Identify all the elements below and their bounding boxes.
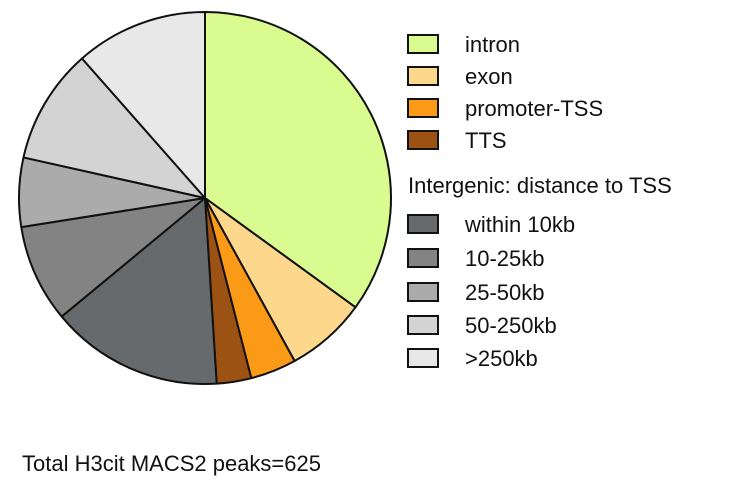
legend-label-within-10kb: within 10kb	[464, 212, 575, 237]
legend-label-10-25kb: 10-25kb	[465, 246, 545, 271]
pie-slice-intron	[204, 11, 392, 309]
legend-swatch-promoter-tss	[407, 98, 439, 118]
legend-swatch-10-25kb	[407, 248, 439, 268]
legend-swatch-over-250kb	[407, 348, 439, 368]
legend-intergenic: within 10kb 10-25kb 25-50kb 50-250kb >25…	[407, 212, 575, 371]
pie-slice-250kb	[81, 11, 206, 199]
pie-slices	[18, 11, 392, 385]
legend-swatch-25-50kb	[407, 282, 439, 302]
legend-header: Intergenic: distance to TSS	[408, 173, 672, 198]
legend-label-over-250kb: >250kb	[465, 346, 538, 371]
legend-swatch-intron	[407, 34, 439, 54]
legend-swatch-tts	[407, 130, 439, 150]
legend-label-exon: exon	[465, 64, 513, 89]
legend-label-promoter-tss: promoter-TSS	[465, 96, 603, 121]
legend-label-50-250kb: 50-250kb	[465, 313, 557, 338]
legend-swatch-within-10kb	[407, 214, 439, 234]
legend-label-tts: TTS	[465, 128, 507, 153]
legend-swatch-50-250kb	[407, 315, 439, 335]
pie-slice-50-250kb	[22, 57, 206, 199]
footer-total-peaks: Total H3cit MACS2 peaks=625	[22, 451, 321, 476]
pie-slice-10-25kb	[20, 197, 206, 318]
pie-slice-within-10kb	[60, 197, 218, 385]
legend-swatch-exon	[407, 66, 439, 86]
legend-label-25-50kb: 25-50kb	[465, 280, 545, 305]
legend-label-intron: intron	[465, 32, 520, 57]
legend-annotation: intron exon promoter-TSS TTS	[407, 32, 603, 153]
